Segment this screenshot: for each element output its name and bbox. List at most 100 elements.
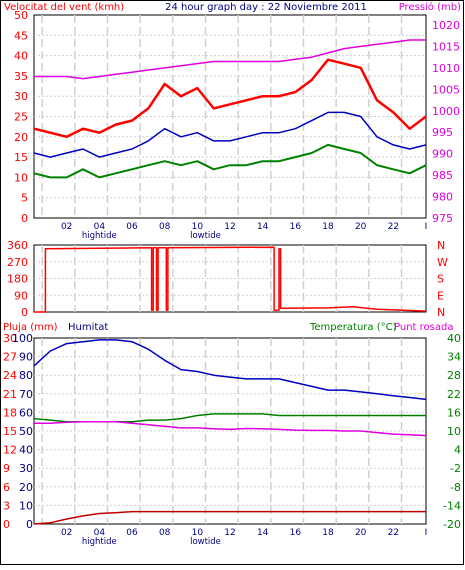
speed-ytick: 40 <box>14 50 28 63</box>
rain-ytick: 9 <box>3 462 10 475</box>
humidity-ytick: 60 <box>19 406 33 419</box>
climate-panel-xtick: 12 <box>224 528 235 538</box>
climate-panel-xtick: 06 <box>126 528 138 538</box>
humidity-ytick: 40 <box>19 444 33 457</box>
pressure-ytick: 1015 <box>432 40 460 53</box>
humidity-ytick: 30 <box>19 462 33 475</box>
climate-panel-xtick: 10 <box>192 528 204 538</box>
humidity-ytick: 20 <box>19 481 33 494</box>
climate-panel-hightide-label: hightide <box>82 537 117 547</box>
compass-ytick: W <box>437 256 448 269</box>
rain-label: Pluja (mm) <box>3 322 58 333</box>
humidity-ytick: 10 <box>19 499 33 512</box>
direction-ytick: 270 <box>7 256 28 269</box>
climate-panel-xtick: 04 <box>94 528 106 538</box>
speed-ytick: 20 <box>14 131 28 144</box>
humidity-ytick: 100 <box>12 332 33 345</box>
speed-ytick: 35 <box>14 70 28 83</box>
pressure-ytick: 990 <box>432 148 453 161</box>
pressure-ytick: 1010 <box>432 62 460 75</box>
temperature-ytick: 28 <box>447 369 461 382</box>
series-wind-direction-line <box>34 246 427 313</box>
speed-panel-xtick: 06 <box>126 222 138 232</box>
pressure-ytick: 1005 <box>432 83 460 96</box>
speed-ytick: 5 <box>21 192 28 205</box>
speed-ytick: 15 <box>14 151 28 164</box>
rain-ytick: 3 <box>3 499 10 512</box>
temperature-ytick: -8 <box>450 481 461 494</box>
temperature-ytick: 16 <box>447 406 461 419</box>
climate-panel-xtick: 20 <box>355 528 367 538</box>
pressure-label: Pressió (mb) <box>399 1 461 13</box>
temperature-ytick: -14 <box>443 499 461 512</box>
rain-ytick: 24 <box>3 369 17 382</box>
rain-ytick: 30 <box>3 332 17 345</box>
temperature-ytick: -2 <box>450 462 461 475</box>
climate-panel-xtick: 14 <box>257 528 269 538</box>
speed-panel-xtick: 04 <box>94 222 106 232</box>
compass-ytick: S <box>437 273 444 286</box>
direction-ytick: 360 <box>7 239 28 252</box>
speed-panel-hightide-label: hightide <box>82 231 117 241</box>
speed-ytick: 0 <box>21 212 28 225</box>
climate-panel-xtick: 18 <box>322 528 334 538</box>
direction-ytick: 90 <box>14 289 28 302</box>
speed-panel-xtick: 10 <box>192 222 204 232</box>
humidity-ytick: 70 <box>19 388 33 401</box>
speed-ytick: 25 <box>14 111 28 124</box>
temperature-ytick: 4 <box>454 444 461 457</box>
series-min-line <box>33 143 427 179</box>
wind-speed-label: Velocitat del vent (kmh) <box>4 2 124 13</box>
speed-ytick: 45 <box>14 29 28 42</box>
pressure-ytick: 995 <box>432 126 453 139</box>
speed-panel-xtick: I <box>425 222 428 232</box>
humidity-ytick: 90 <box>19 351 33 364</box>
series-pressure-line <box>34 39 426 80</box>
climate-panel-xtick: 22 <box>388 528 399 538</box>
humidity-ytick: 0 <box>26 518 33 531</box>
humidity-ytick: 80 <box>19 369 33 382</box>
temperature-ytick: 10 <box>447 425 461 438</box>
speed-ytick: 50 <box>14 9 28 22</box>
speed-panel-xtick: 08 <box>159 222 171 232</box>
rain-ytick: 27 <box>3 351 17 364</box>
humidity-label: Humitat <box>68 322 108 333</box>
climate-panel-xtick: 02 <box>61 528 72 538</box>
climate-panel-xtick: 08 <box>159 528 171 538</box>
speed-panel-lowtide-label: lowtide <box>190 231 221 241</box>
speed-panel-xtick: 20 <box>355 222 367 232</box>
series-humidity-line <box>33 339 427 401</box>
rain-ytick: 21 <box>3 388 17 401</box>
pressure-ytick: 975 <box>432 212 453 225</box>
rain-ytick: 12 <box>3 444 17 457</box>
speed-ytick: 30 <box>14 90 28 103</box>
series-avg-line <box>33 111 427 158</box>
temperature-ytick: 40 <box>447 332 461 345</box>
temperature-label: Temperatura (°C) <box>309 322 397 333</box>
chart-title: 24 hour graph day : 22 Noviembre 2011 <box>165 2 367 13</box>
speed-panel-xtick: 22 <box>388 222 399 232</box>
temperature-ytick: -20 <box>443 518 461 531</box>
direction-ytick: 180 <box>7 273 28 286</box>
compass-ytick: N <box>437 239 445 252</box>
pressure-ytick: 1000 <box>432 105 460 118</box>
compass-ytick: E <box>437 289 444 302</box>
compass-ytick: N <box>437 306 445 319</box>
climate-panel-lowtide-label: lowtide <box>190 537 221 547</box>
climate-panel-xtick: 16 <box>290 528 302 538</box>
series-rain-line <box>33 510 426 525</box>
speed-panel-xtick: 02 <box>61 222 72 232</box>
speed-panel-xtick: 18 <box>322 222 334 232</box>
dew-point-label: Punt rosada <box>394 322 453 333</box>
series-gust-line <box>33 58 427 139</box>
pressure-ytick: 985 <box>432 169 453 182</box>
temperature-ytick: 22 <box>447 388 461 401</box>
speed-panel-xtick: 16 <box>290 222 302 232</box>
plot-layer: 0510152025303540455097598098599099510001… <box>3 9 461 547</box>
rain-ytick: 0 <box>3 518 10 531</box>
speed-ytick: 10 <box>14 171 28 184</box>
climate-panel-xtick: I <box>425 528 428 538</box>
pressure-ytick: 1020 <box>432 19 460 32</box>
humidity-ytick: 50 <box>19 425 33 438</box>
